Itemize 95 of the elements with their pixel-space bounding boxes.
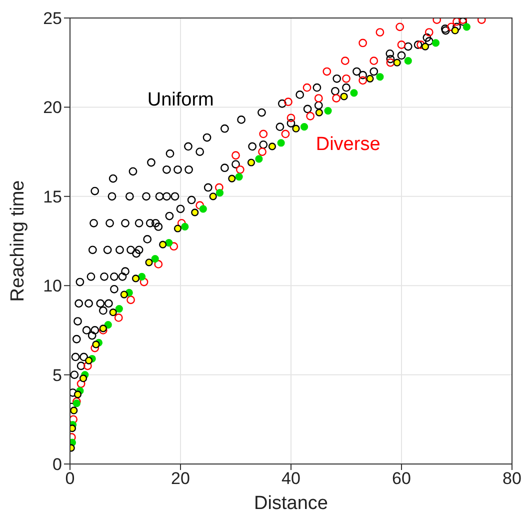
- point: [109, 308, 117, 316]
- point: [228, 174, 236, 182]
- point: [286, 114, 296, 122]
- point: [432, 39, 440, 47]
- point: [322, 67, 332, 76]
- point: [350, 89, 358, 97]
- point: [376, 73, 384, 81]
- point: [79, 374, 88, 382]
- point: [451, 26, 459, 34]
- point: [181, 222, 189, 231]
- point: [174, 224, 182, 232]
- point: [340, 92, 348, 100]
- x-tick-label: 80: [502, 469, 522, 488]
- point: [255, 155, 263, 163]
- point: [268, 142, 276, 150]
- point: [104, 321, 112, 329]
- point: [292, 124, 300, 132]
- point: [159, 240, 167, 248]
- point: [393, 58, 401, 66]
- point: [132, 274, 140, 282]
- point: [120, 290, 128, 298]
- point: [177, 218, 186, 228]
- point: [424, 28, 434, 36]
- point: [332, 94, 341, 102]
- point: [151, 255, 159, 263]
- point: [302, 83, 312, 92]
- x-tick-label: 60: [392, 469, 411, 488]
- point: [462, 23, 470, 31]
- point: [314, 94, 323, 102]
- point: [90, 344, 100, 352]
- y-tick-label: 20: [43, 98, 62, 118]
- point: [138, 272, 146, 280]
- point: [209, 192, 217, 200]
- point: [74, 390, 82, 398]
- point: [358, 76, 368, 85]
- point: [306, 112, 315, 120]
- y-tick-label: 5: [52, 366, 62, 385]
- y-tick-label: 0: [52, 455, 62, 474]
- point: [452, 18, 461, 26]
- point: [396, 22, 404, 32]
- point: [236, 165, 244, 174]
- point: [154, 260, 163, 268]
- point: [324, 106, 332, 115]
- point: [72, 400, 80, 408]
- point: [366, 74, 374, 82]
- point: [216, 189, 224, 197]
- point: [70, 415, 78, 424]
- point: [397, 40, 406, 49]
- point: [342, 74, 350, 83]
- point: [126, 296, 135, 304]
- point: [70, 406, 78, 414]
- point: [247, 158, 256, 166]
- x-tick-label: 0: [65, 469, 75, 488]
- point: [358, 38, 368, 48]
- x-axis-title: Distance: [254, 493, 328, 514]
- point: [315, 108, 323, 116]
- point: [386, 58, 395, 67]
- x-tick-label: 20: [171, 469, 190, 488]
- point: [376, 28, 384, 36]
- point: [76, 380, 86, 388]
- y-tick-label: 25: [43, 9, 62, 28]
- point: [170, 242, 178, 251]
- point: [259, 130, 268, 138]
- point: [165, 238, 173, 247]
- point: [370, 56, 378, 66]
- point: [447, 22, 456, 32]
- series-label: Diverse: [316, 134, 380, 156]
- point: [140, 278, 148, 286]
- point: [114, 314, 123, 322]
- point: [84, 356, 93, 364]
- x-tick-label: 40: [282, 469, 300, 488]
- point: [300, 123, 308, 131]
- point: [191, 208, 199, 216]
- point: [421, 42, 430, 50]
- point: [340, 56, 350, 66]
- point: [404, 57, 412, 65]
- y-tick-label: 15: [43, 187, 62, 206]
- point: [92, 340, 100, 348]
- point: [145, 258, 153, 266]
- point: [196, 201, 204, 210]
- point: [277, 139, 285, 147]
- y-tick-label: 10: [43, 276, 62, 296]
- point: [232, 151, 240, 160]
- point: [258, 148, 266, 156]
- point: [115, 304, 123, 313]
- point: [83, 362, 92, 370]
- point: [70, 424, 76, 432]
- point: [284, 98, 292, 106]
- point: [199, 205, 207, 213]
- series-label: Uniform: [147, 89, 214, 110]
- y-axis-title: Reaching time: [8, 180, 29, 302]
- point: [281, 130, 290, 138]
- point: [235, 172, 243, 181]
- point: [214, 183, 224, 192]
- point: [416, 40, 426, 49]
